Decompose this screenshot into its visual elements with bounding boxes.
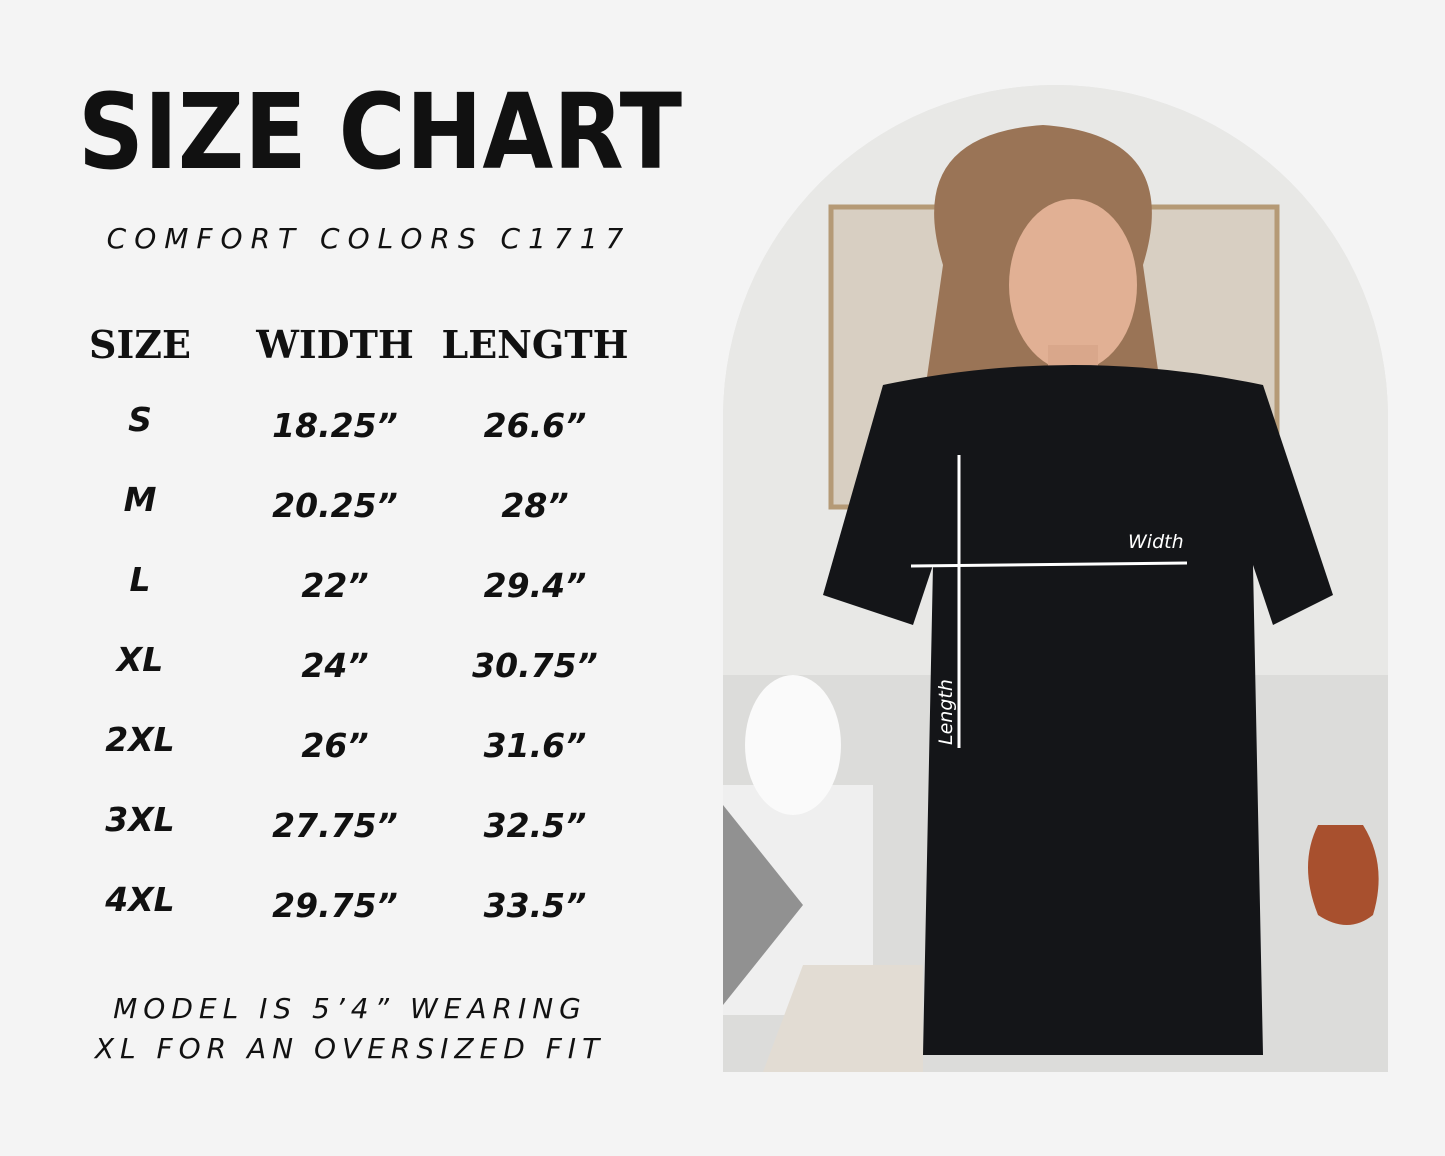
model-note-line2: XL FOR AN OVERSIZED FIT bbox=[94, 1032, 606, 1065]
column-header-size: SIZE bbox=[89, 322, 191, 367]
cell-length: 33.5” bbox=[483, 886, 587, 925]
cell-size: XL bbox=[116, 640, 164, 679]
page-title: SIZE CHART bbox=[77, 71, 683, 193]
column-header-width: WIDTH bbox=[256, 322, 414, 367]
cell-size: M bbox=[123, 480, 157, 519]
cell-width: 20.25” bbox=[272, 486, 398, 525]
cell-width: 29.75” bbox=[272, 886, 398, 925]
cell-width: 18.25” bbox=[272, 406, 398, 445]
cell-length: 32.5” bbox=[483, 806, 587, 845]
cell-length: 26.6” bbox=[483, 406, 587, 445]
width-measure-label: Width bbox=[1128, 531, 1184, 553]
cell-length: 31.6” bbox=[483, 726, 587, 765]
cell-width: 22” bbox=[301, 566, 369, 605]
cell-size: 4XL bbox=[105, 880, 175, 919]
cell-width: 24” bbox=[301, 646, 369, 685]
cell-size: L bbox=[129, 560, 151, 599]
cell-width: 26” bbox=[301, 726, 369, 765]
model-photo: Width Length bbox=[723, 85, 1388, 1072]
cell-size: 2XL bbox=[105, 720, 175, 759]
product-subtitle: COMFORT COLORS C1717 bbox=[106, 222, 632, 255]
cell-size: 3XL bbox=[105, 800, 175, 839]
column-header-length: LENGTH bbox=[441, 322, 629, 367]
cell-length: 28” bbox=[501, 486, 569, 525]
length-measure-label: Length bbox=[935, 679, 957, 745]
cell-width: 27.75” bbox=[272, 806, 398, 845]
model-note-line1: MODEL IS 5’4” WEARING bbox=[113, 992, 587, 1025]
cell-length: 30.75” bbox=[472, 646, 598, 685]
model-illustration bbox=[723, 85, 1388, 1072]
cell-length: 29.4” bbox=[483, 566, 587, 605]
cell-size: S bbox=[128, 400, 152, 439]
